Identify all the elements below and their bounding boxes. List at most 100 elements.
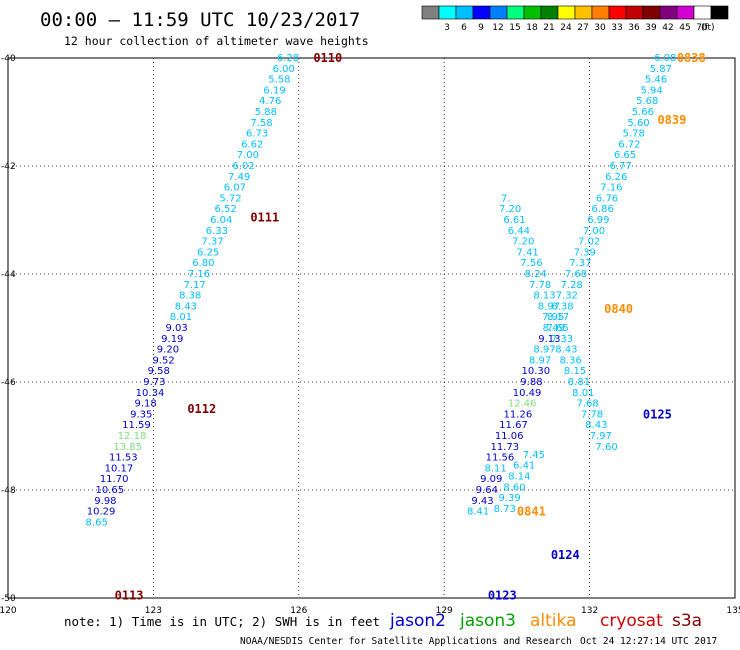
wave-height-value: 9.73 — [143, 377, 165, 388]
wave-height-value: 10.65 — [95, 485, 124, 496]
legend-swatch — [421, 5, 440, 20]
wave-height-value: 8.41 — [467, 507, 489, 518]
y-tick-label: -44 — [1, 270, 16, 280]
wave-height-value: 8.17 — [547, 312, 569, 323]
wave-height-value: 7.16 — [600, 183, 622, 194]
y-tick-label: -48 — [1, 486, 16, 496]
time-label: 0840 — [604, 302, 633, 316]
wave-height-value: 7.78 — [529, 280, 551, 291]
legend-swatch — [506, 5, 525, 20]
wave-height-value: 9.18 — [135, 399, 157, 410]
time-label: 0112 — [187, 402, 216, 416]
wave-height-value: 8.43 — [555, 345, 577, 356]
wave-height-value: 5.58 — [268, 75, 290, 86]
legend-swatch — [642, 5, 661, 20]
wave-height-value: 11.53 — [109, 453, 138, 464]
wave-height-value: 9.52 — [152, 355, 174, 366]
wave-height-value: 7.68 — [565, 269, 587, 280]
wave-height-value: 5.88 — [255, 107, 277, 118]
legend-swatch — [489, 5, 508, 20]
wave-height-value: 7.58 — [250, 118, 272, 129]
chart-title: 00:00 – 11:59 UTC 10/23/2017 — [40, 9, 360, 31]
legend-swatch — [472, 5, 491, 20]
legend-label: 12 — [492, 23, 503, 33]
legend-swatch — [523, 5, 542, 20]
wave-height-value: 6.80 — [192, 258, 214, 269]
time-label: 0124 — [551, 548, 580, 562]
wave-height-value: 9.35 — [130, 409, 152, 420]
wave-height-value: 6.65 — [614, 150, 636, 161]
legend-label: 27 — [577, 23, 588, 33]
legend-swatch — [693, 5, 712, 20]
wave-height-value: 6.28 — [277, 53, 299, 64]
legend-label: 9 — [478, 23, 484, 33]
legend-label: 45 — [679, 23, 690, 33]
wave-height-points: 6.286.005.586.194.765.887.586.736.627.00… — [86, 53, 677, 528]
wave-height-value: 7.00 — [583, 226, 605, 237]
legend-unit: (ft) — [701, 23, 715, 33]
wave-height-value: 6.07 — [224, 183, 246, 194]
satellite-legend: jason2 jason3 altika cryosat s3a — [389, 611, 702, 631]
wave-height-value: 9.20 — [157, 345, 179, 356]
axis-ticks: 120 123 126 129 132 135 -40 -42 -44 -46 -48 -50 — [0, 54, 740, 616]
wave-height-value: 10.29 — [87, 507, 116, 518]
wave-height-value: 7.20 — [512, 237, 534, 248]
x-tick-label: 132 — [581, 606, 598, 616]
wave-height-value: 6.26 — [605, 172, 627, 183]
wave-height-value: 6.08 — [654, 53, 676, 64]
wave-height-value: 6.02 — [232, 161, 254, 172]
wave-height-value: 6.25 — [197, 247, 219, 258]
y-tick-label: -46 — [1, 378, 16, 388]
wave-height-value: 11.59 — [122, 420, 151, 431]
y-tick-label: -50 — [1, 594, 16, 604]
footer-timestamp: Oct 24 12:27:14 UTC 2017 — [580, 636, 717, 647]
time-label: 0841 — [517, 505, 546, 519]
legend-swatch — [591, 5, 610, 20]
wave-height-value: 11.73 — [490, 442, 519, 453]
wave-height-value: 9.98 — [94, 496, 116, 507]
wave-height-value: 9.13 — [538, 334, 560, 345]
map-frame — [7, 57, 736, 599]
time-label: 0110 — [313, 51, 342, 65]
wave-height-value: 6.99 — [587, 215, 609, 226]
wave-height-value: 8.73 — [494, 504, 516, 515]
x-tick-label: 126 — [290, 606, 307, 616]
color-legend: 3 6 9 12 15 18 21 24 27 30 33 36 39 42 45 70 — [421, 5, 729, 33]
legend-label: 18 — [526, 23, 538, 33]
time-label: 0113 — [115, 588, 144, 602]
wave-height-value: 8.97 — [538, 301, 560, 312]
chart-subtitle: 12 hour collection of altimeter wave hei… — [64, 34, 369, 48]
x-tick-label: 135 — [726, 606, 740, 616]
wave-height-value: 6.19 — [263, 85, 285, 96]
wave-height-value: 5.78 — [623, 129, 645, 140]
y-tick-label: -42 — [1, 162, 16, 172]
legend-swatch — [710, 5, 729, 20]
time-label: 0839 — [657, 113, 686, 127]
legend-swatch — [455, 5, 474, 20]
wave-height-value: 11.06 — [495, 431, 524, 442]
wave-height-value: 9.03 — [166, 323, 188, 334]
satellite-name: altika — [530, 611, 577, 631]
wave-height-value: 8.97 — [529, 355, 551, 366]
wave-height-value: 9.64 — [476, 485, 498, 496]
legend-swatch — [557, 5, 576, 20]
wave-height-value: 7.00 — [237, 150, 259, 161]
wave-height-value: 7.39 — [574, 247, 596, 258]
wave-height-value: 5.60 — [627, 118, 649, 129]
time-labels: 0110 0111 0112 0113 0838 0839 0840 0841 0123 0124… — [115, 51, 706, 602]
wave-height-value: 10.49 — [513, 388, 542, 399]
wave-height-value: 8.60 — [503, 482, 525, 493]
wave-height-value: 5.46 — [645, 75, 667, 86]
wave-height-value: 10.34 — [136, 388, 165, 399]
legend-label: 24 — [560, 23, 572, 33]
wave-height-value: 6.33 — [206, 226, 228, 237]
legend-swatch — [676, 5, 695, 20]
legend-label: 39 — [645, 23, 657, 33]
wave-height-value: 6.04 — [210, 215, 232, 226]
footer-note: note: 1) Time is in UTC; 2) SWH is in fe… — [64, 614, 380, 629]
wave-height-value: 8.97 — [533, 345, 555, 356]
y-tick-label: -40 — [1, 54, 16, 64]
wave-height-value: 11.26 — [504, 409, 533, 420]
wave-height-value: 9.39 — [498, 493, 520, 504]
